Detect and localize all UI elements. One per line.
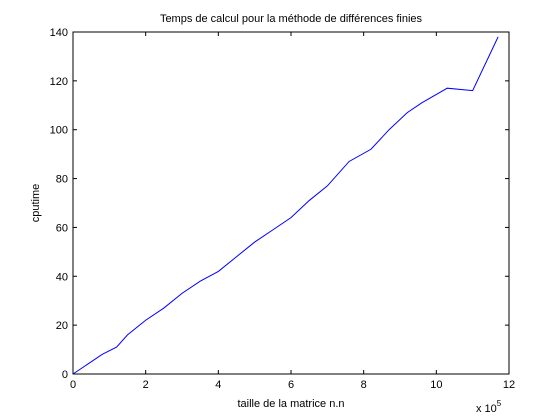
- y-tick-label: 40: [56, 271, 68, 283]
- x-tick-label: 4: [215, 379, 221, 391]
- chart-title: Temps de calcul pour la méthode de diffé…: [160, 13, 423, 25]
- y-tick-label: 20: [56, 320, 68, 332]
- plot-area: [72, 31, 510, 375]
- y-tick-label: 140: [50, 27, 68, 39]
- x-tick-label: 6: [288, 379, 294, 391]
- series-layer: [72, 36, 499, 375]
- series-line: [72, 36, 499, 375]
- x-multiplier-exponent: 5: [497, 399, 502, 408]
- y-tick-label: 120: [50, 76, 68, 88]
- x-tick-label: 10: [430, 379, 442, 391]
- y-axis-label: cputime: [30, 184, 42, 223]
- y-tick-label: 80: [56, 174, 68, 186]
- y-tick-label: 100: [50, 125, 68, 137]
- x-tick-label: 8: [361, 379, 367, 391]
- y-tick-label: 0: [62, 369, 68, 381]
- x-multiplier: x 105: [476, 399, 502, 415]
- y-tick-label: 60: [56, 222, 68, 234]
- x-axis-label: taille de la matrice n.n: [238, 398, 345, 410]
- x-tick-label: 0: [70, 379, 76, 391]
- x-tick-label: 2: [143, 379, 149, 391]
- x-tick-label: 12: [503, 379, 515, 391]
- x-multiplier-base: x 10: [476, 403, 497, 415]
